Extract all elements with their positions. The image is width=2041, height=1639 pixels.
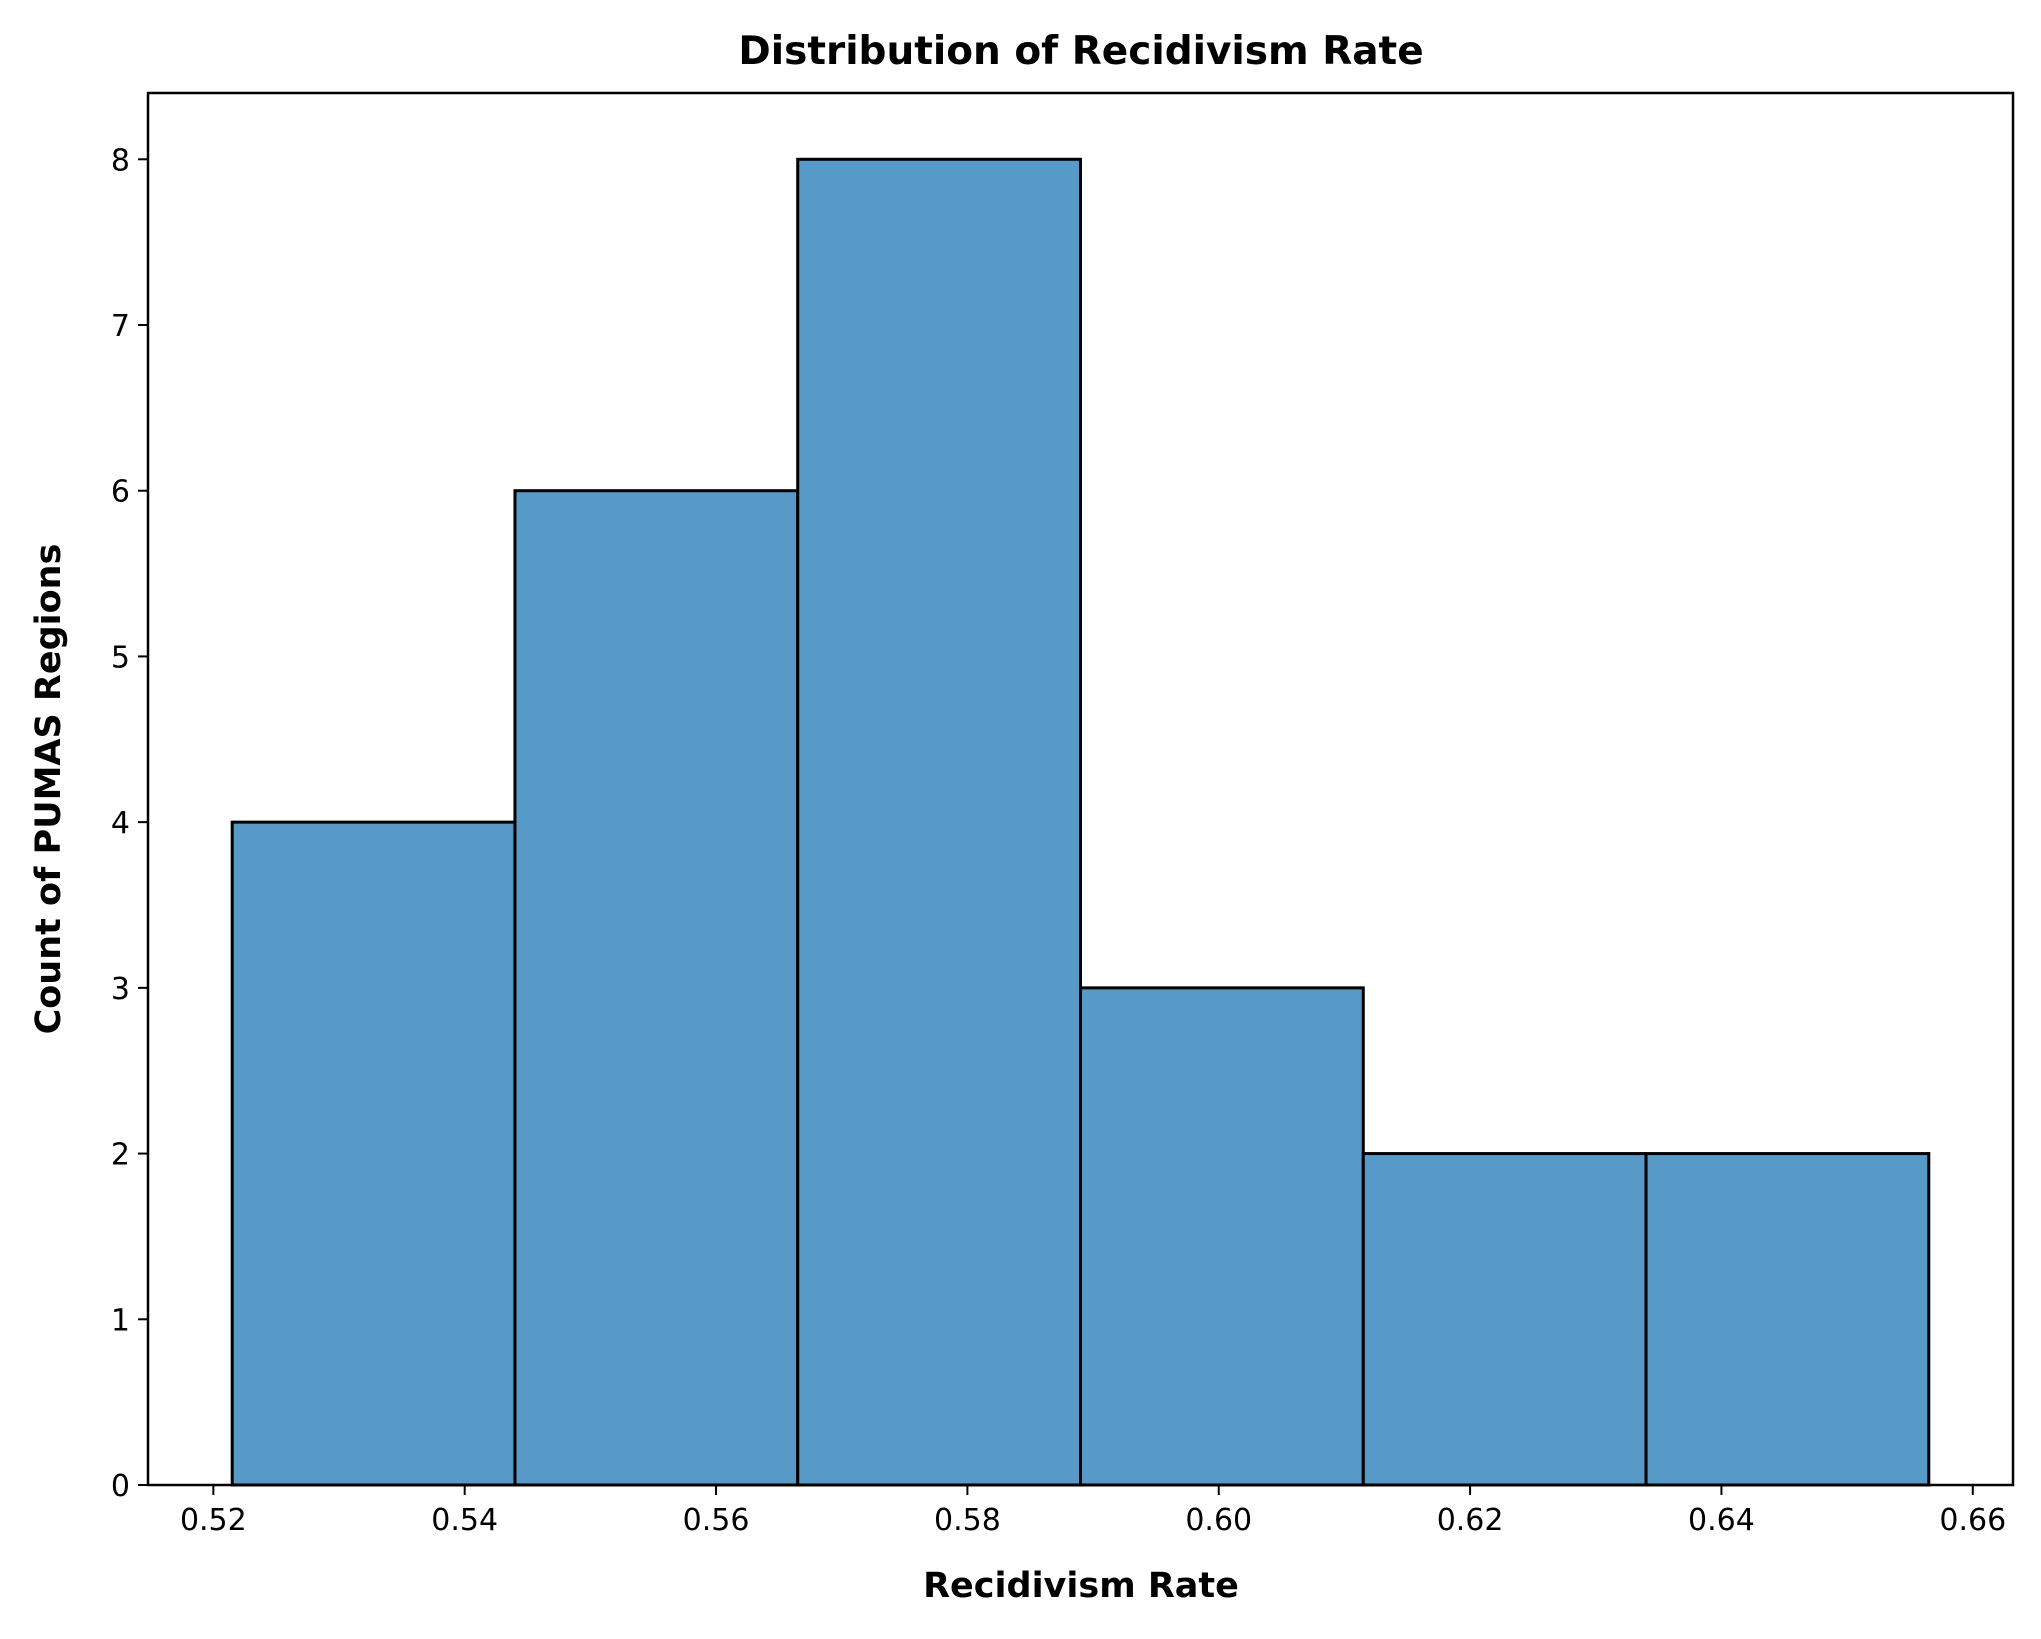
x-tick-label: 0.58	[934, 1503, 1001, 1538]
histogram-bar-5	[1361, 1152, 1648, 1487]
x-tick-label: 0.66	[1939, 1503, 2006, 1538]
x-axis-label: Recidivism Rate	[923, 1566, 1239, 1606]
x-tick-label: 0.54	[431, 1503, 498, 1538]
y-tick-label: 7	[111, 309, 130, 344]
y-tick-label: 0	[111, 1469, 130, 1504]
y-tick-label: 5	[111, 640, 130, 675]
y-tick-label: 1	[111, 1303, 130, 1338]
y-tick-label: 4	[111, 806, 130, 841]
y-tick-label: 3	[111, 972, 130, 1007]
x-tick-label: 0.64	[1688, 1503, 1755, 1538]
histogram-bar-3	[796, 157, 1082, 1487]
x-tick-label: 0.52	[180, 1503, 247, 1538]
y-axis-ticks: 0 1 2 3 4 5 6 7 8	[111, 143, 148, 1504]
histogram-bar-4	[1079, 986, 1365, 1487]
histogram-bar-1	[230, 820, 517, 1487]
y-tick-label: 8	[111, 143, 130, 178]
y-tick-label: 2	[111, 1138, 130, 1173]
x-tick-label: 0.56	[683, 1503, 750, 1538]
plot-frame	[146, 91, 2015, 1487]
histogram-bar-2	[513, 489, 800, 1487]
y-axis-label: Count of PUMAS Regions	[29, 544, 69, 1035]
x-tick-label: 0.60	[1185, 1503, 1252, 1538]
x-axis-ticks: 0.52 0.54 0.56 0.58 0.60 0.62 0.64 0.66	[180, 1485, 2006, 1538]
chart-title: Distribution of Recidivism Rate	[738, 29, 1423, 74]
histogram-bar-6	[1644, 1152, 1931, 1487]
y-tick-label: 6	[111, 475, 130, 510]
x-tick-label: 0.62	[1437, 1503, 1504, 1538]
histogram-bars	[230, 157, 1931, 1487]
